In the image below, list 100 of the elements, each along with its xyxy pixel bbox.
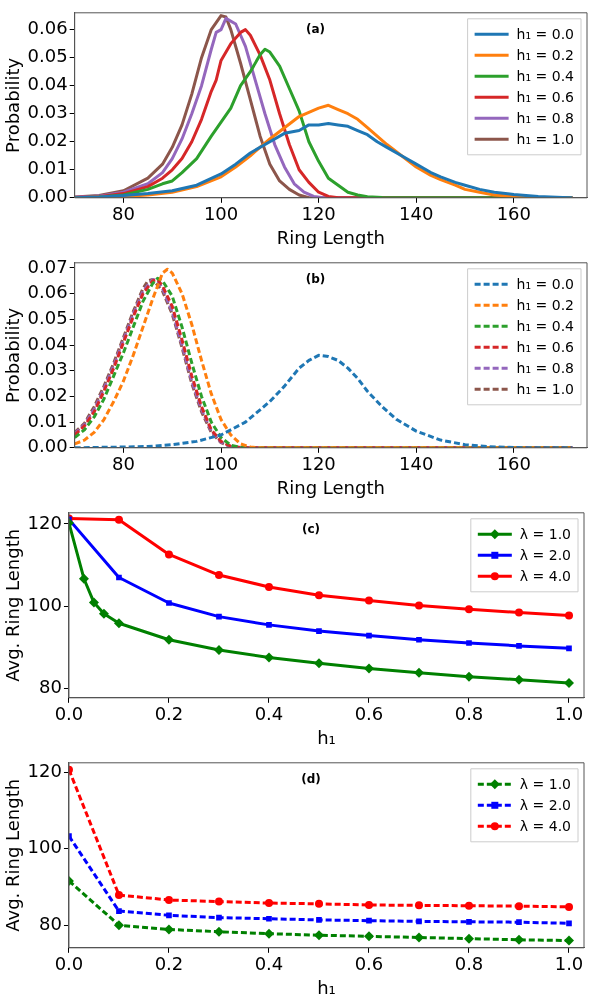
point xyxy=(565,902,573,911)
legend-label: h₁ = 0.4 xyxy=(516,67,575,84)
point xyxy=(88,597,99,608)
x-tick-label: 0.0 xyxy=(54,703,84,725)
x-tick-label: 100 xyxy=(203,203,239,225)
point xyxy=(515,608,523,617)
point xyxy=(463,933,474,944)
point xyxy=(266,915,272,922)
y-axis-title: Probability xyxy=(2,307,24,403)
y-tick-label: 100 xyxy=(27,594,62,615)
point xyxy=(78,573,89,584)
x-tick-label: 0.8 xyxy=(454,703,484,725)
y-tick-label: 0.07 xyxy=(27,255,68,277)
point xyxy=(364,596,373,605)
point xyxy=(116,574,122,581)
point xyxy=(213,645,224,656)
y-tick-label: 0.02 xyxy=(27,384,68,406)
point xyxy=(316,628,322,634)
point xyxy=(413,667,424,678)
annotation: (c) xyxy=(301,521,321,536)
point xyxy=(266,622,272,628)
legend-label: h₁ = 0.8 xyxy=(516,359,575,376)
point xyxy=(416,636,422,643)
point xyxy=(466,918,472,925)
line-series xyxy=(74,353,574,448)
point xyxy=(164,550,173,559)
legend-label: h₁ = 0.8 xyxy=(516,109,575,126)
y-tick-label: 0.04 xyxy=(27,73,68,95)
point xyxy=(166,912,172,919)
x-tick-label: 160 xyxy=(496,203,531,225)
legend-label: λ = 4.0 xyxy=(519,817,572,834)
point xyxy=(565,611,573,620)
point xyxy=(414,901,423,910)
point xyxy=(566,645,572,652)
point xyxy=(514,934,524,945)
point xyxy=(163,634,174,645)
point xyxy=(264,582,273,591)
annotation: (b) xyxy=(305,271,326,286)
x-tick-label: 80 xyxy=(112,453,135,475)
point xyxy=(414,601,423,610)
x-tick-label: 1.0 xyxy=(554,703,584,725)
point xyxy=(316,917,322,923)
point xyxy=(366,632,372,639)
x-axis-title: Ring Length xyxy=(276,226,385,248)
point xyxy=(116,908,122,914)
x-tick-label: 0.6 xyxy=(354,953,384,975)
y-tick-label: 0.06 xyxy=(27,17,68,39)
point xyxy=(98,608,109,619)
point xyxy=(114,515,123,524)
point xyxy=(264,899,273,908)
point xyxy=(515,902,523,911)
legend-label: h₁ = 1.0 xyxy=(516,380,575,397)
x-tick-label: 0.4 xyxy=(254,953,284,975)
legend-label: h₁ = 0.0 xyxy=(516,275,575,292)
y-tick-label: 0.01 xyxy=(27,157,68,179)
point xyxy=(263,928,274,939)
point xyxy=(214,897,223,906)
point xyxy=(214,571,223,580)
x-axis-title: Ring Length xyxy=(276,476,385,498)
y-tick-label: 0.05 xyxy=(27,307,68,328)
x-tick-label: 0.2 xyxy=(154,703,184,725)
legend-label: h₁ = 0.0 xyxy=(516,25,575,42)
y-tick-label: 0.04 xyxy=(27,332,68,354)
point xyxy=(364,900,373,909)
x-tick-label: 120 xyxy=(301,453,336,475)
y-tick-label: 120 xyxy=(27,511,62,533)
y-tick-label: 120 xyxy=(27,760,62,782)
point xyxy=(463,671,474,682)
point xyxy=(363,931,374,942)
annotation: (a) xyxy=(305,21,326,36)
y-tick-label: 100 xyxy=(27,836,62,858)
legend-label: λ = 2.0 xyxy=(519,546,572,563)
y-tick-label: 80 xyxy=(39,912,62,934)
point xyxy=(564,677,574,688)
legend-label: h₁ = 0.6 xyxy=(516,88,575,105)
x-tick-label: 0.2 xyxy=(154,953,184,975)
point xyxy=(114,891,123,900)
x-tick-label: 80 xyxy=(112,203,135,225)
point xyxy=(313,658,324,669)
y-tick-label: 0.02 xyxy=(27,129,68,151)
point xyxy=(514,674,524,685)
point xyxy=(216,914,222,921)
point xyxy=(113,618,124,629)
annotation: (d) xyxy=(301,771,321,786)
point xyxy=(363,663,374,674)
point xyxy=(416,918,422,925)
y-tick-label: 0.00 xyxy=(27,185,68,207)
point xyxy=(566,920,572,927)
point xyxy=(464,605,473,614)
y-tick-label: 0.06 xyxy=(27,281,68,303)
y-tick-label: 0.03 xyxy=(27,358,68,380)
point xyxy=(166,600,172,606)
point xyxy=(516,643,522,649)
point xyxy=(314,899,323,908)
point xyxy=(263,652,274,663)
y-axis-title: Avg. Ring Length xyxy=(2,778,24,932)
x-tick-label: 120 xyxy=(301,203,336,225)
x-axis-title: h₁ xyxy=(317,726,336,748)
x-tick-label: 140 xyxy=(399,203,434,225)
y-tick-label: 0.01 xyxy=(27,409,68,431)
